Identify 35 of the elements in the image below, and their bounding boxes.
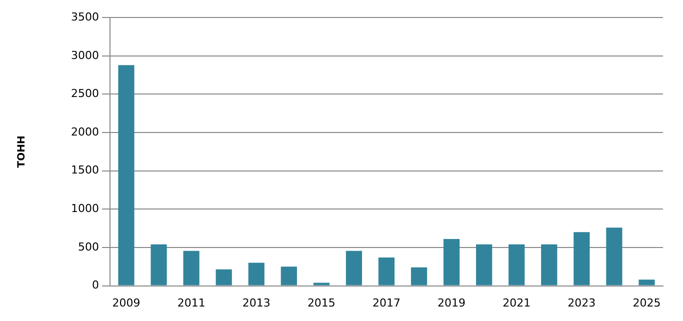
bar (574, 232, 590, 286)
bar (508, 244, 525, 286)
x-tick-label: 2009 (112, 296, 140, 310)
y-tick-label: 2500 (70, 87, 99, 100)
x-tick-label: 2021 (502, 296, 531, 310)
x-tick-label: 2013 (242, 296, 270, 310)
bar (150, 244, 167, 286)
x-tick-label: 2019 (438, 296, 466, 310)
x-tick-label: 2017 (372, 296, 400, 310)
bar (183, 250, 200, 286)
bar (216, 269, 232, 286)
bar (638, 280, 655, 286)
bar (378, 257, 395, 286)
y-tick-label: 3000 (70, 48, 99, 62)
y-tick-label: 2000 (70, 125, 99, 138)
bar (346, 250, 362, 286)
bar (118, 65, 134, 286)
y-tick-label: 1000 (70, 202, 99, 216)
bar (248, 262, 264, 286)
x-tick-label: 2023 (568, 296, 596, 310)
bar (313, 282, 330, 286)
bar (444, 239, 460, 286)
x-tick-label: 2015 (307, 296, 336, 310)
bar (541, 244, 558, 286)
bar (280, 266, 297, 286)
bar (606, 228, 622, 286)
bar (410, 267, 428, 286)
y-axis-title: ТОНН (16, 136, 28, 168)
y-tick-label: 3500 (70, 10, 99, 24)
y-tick-label: 1500 (70, 164, 99, 177)
y-tick-label: 0 (92, 278, 99, 292)
bar (476, 244, 492, 286)
x-tick-label: 2025 (632, 296, 661, 310)
y-tick-label: 500 (78, 240, 99, 254)
x-tick-label: 2011 (177, 296, 206, 310)
